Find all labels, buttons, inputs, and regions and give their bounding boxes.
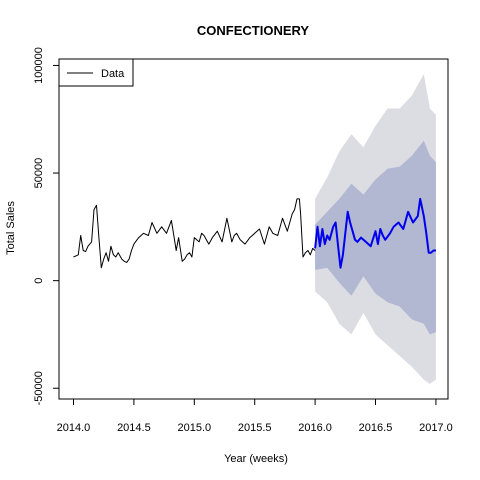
x-tick-label: 2016.5 (359, 422, 393, 434)
y-axis: -50000 0 50000 100000 (33, 47, 60, 405)
x-tick-label: 2017.0 (419, 422, 453, 434)
x-axis-label: Year (weeks) (224, 453, 288, 465)
x-tick-label: 2016.0 (298, 422, 332, 434)
x-tick-label: 2015.5 (238, 422, 272, 434)
x-tick-label: 2015.0 (177, 422, 211, 434)
legend-label-data: Data (101, 68, 125, 80)
legend: Data (58, 58, 134, 87)
chart-title: CONFECTIONERY (197, 23, 310, 38)
series-line-forecast (314, 197, 436, 269)
y-tick-label: 50000 (33, 158, 45, 189)
y-tick-label: -50000 (33, 371, 45, 405)
band-80-area (315, 140, 436, 335)
y-tick-label: 100000 (33, 47, 45, 84)
prediction-band-80 (315, 140, 436, 335)
y-axis-label: Total Sales (5, 201, 17, 255)
legend-box (58, 58, 134, 87)
y-tick-label: 0 (33, 278, 45, 284)
series-group (73, 197, 436, 269)
x-tick-label: 2014.0 (57, 422, 91, 434)
x-axis: 2014.0 2014.5 2015.0 2015.5 2016.0 2016.5 2017… (57, 398, 453, 434)
series-line-data (73, 198, 316, 269)
x-tick-label: 2014.5 (117, 422, 151, 434)
